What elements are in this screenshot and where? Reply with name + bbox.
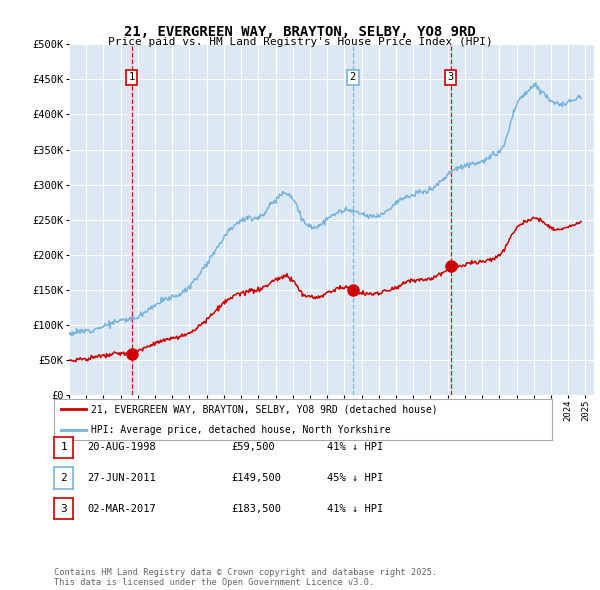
Text: 1: 1	[60, 442, 67, 452]
Text: 41% ↓ HPI: 41% ↓ HPI	[327, 504, 383, 513]
Text: £183,500: £183,500	[231, 504, 281, 513]
Text: Contains HM Land Registry data © Crown copyright and database right 2025.
This d: Contains HM Land Registry data © Crown c…	[54, 568, 437, 587]
Text: 3: 3	[60, 504, 67, 513]
Text: 20-AUG-1998: 20-AUG-1998	[87, 442, 156, 452]
Text: 2: 2	[350, 72, 356, 82]
Text: HPI: Average price, detached house, North Yorkshire: HPI: Average price, detached house, Nort…	[91, 425, 391, 434]
Text: 27-JUN-2011: 27-JUN-2011	[87, 473, 156, 483]
Text: £149,500: £149,500	[231, 473, 281, 483]
Text: 1: 1	[128, 72, 135, 82]
Text: 2: 2	[60, 473, 67, 483]
Text: 21, EVERGREEN WAY, BRAYTON, SELBY, YO8 9RD (detached house): 21, EVERGREEN WAY, BRAYTON, SELBY, YO8 9…	[91, 405, 438, 414]
Text: 02-MAR-2017: 02-MAR-2017	[87, 504, 156, 513]
Text: 21, EVERGREEN WAY, BRAYTON, SELBY, YO8 9RD: 21, EVERGREEN WAY, BRAYTON, SELBY, YO8 9…	[124, 25, 476, 39]
Text: £59,500: £59,500	[231, 442, 275, 452]
Text: 41% ↓ HPI: 41% ↓ HPI	[327, 442, 383, 452]
Text: 3: 3	[448, 72, 454, 82]
Text: 45% ↓ HPI: 45% ↓ HPI	[327, 473, 383, 483]
Text: Price paid vs. HM Land Registry's House Price Index (HPI): Price paid vs. HM Land Registry's House …	[107, 37, 493, 47]
